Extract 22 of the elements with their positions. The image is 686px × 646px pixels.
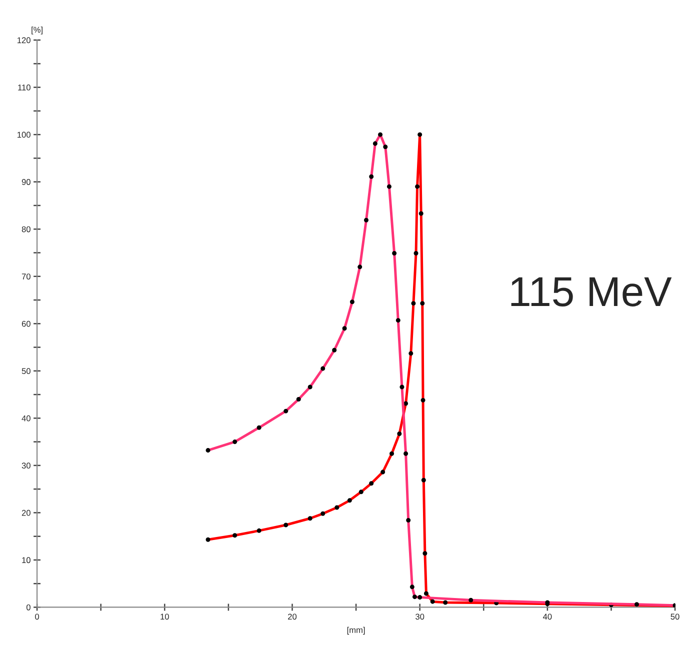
y-tick-label: 30 [22,462,30,469]
y-tick-label: 90 [22,179,30,185]
y-tick-label: 120 [18,37,30,44]
annotation: 115 MeV [511,277,672,306]
y-tick-label: 20 [22,510,30,516]
x-tick-label: 20 [288,614,297,620]
y-tick-label: 100 [18,132,30,138]
y-tick-label: 10 [22,557,30,564]
y-axis-title: [%] [32,26,42,34]
x-axis-title: [mm] [347,626,365,635]
x-tick-label: 0 [35,614,40,620]
x-tick-label: 40 [542,614,552,620]
y-tick-label: 0 [26,604,30,610]
y-tick-label: 40 [22,415,30,422]
x-tick-label: 10 [160,614,169,620]
x-tick-label: 50 [670,614,680,620]
y-tick-label: 110 [18,84,30,90]
y-tick-label: 60 [22,320,30,327]
y-tick-label: 70 [22,274,30,280]
x-tick-label: 30 [416,614,424,620]
y-tick-label: 50 [22,368,30,374]
y-tick-label: 80 [22,226,30,232]
